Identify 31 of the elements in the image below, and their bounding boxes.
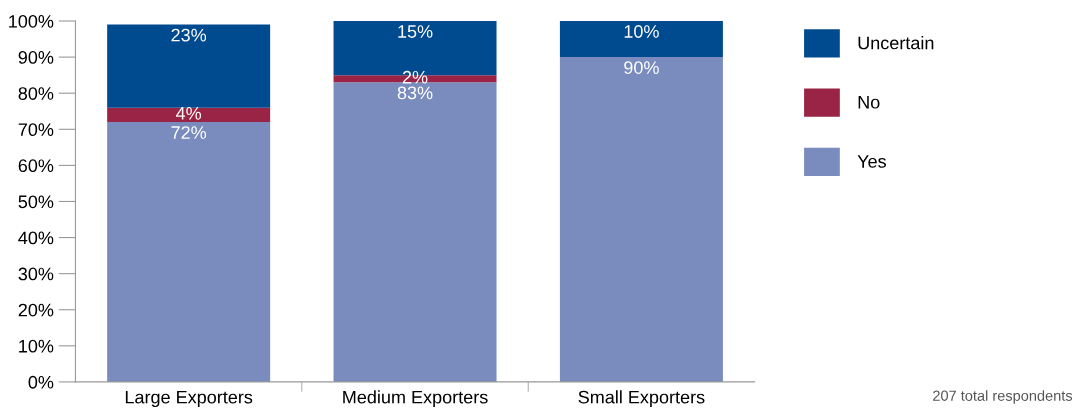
y-tick-label: 100%	[9, 14, 54, 28]
legend-label: No	[858, 95, 880, 109]
y-tick-label: 0%	[28, 375, 54, 389]
bar	[107, 24, 271, 108]
y-tick-label: 80%	[18, 87, 54, 100]
y-tick-label: 50%	[18, 195, 54, 209]
bar	[559, 21, 723, 58]
text: 207 total respondents	[933, 390, 1073, 404]
data-label: 15%	[398, 25, 433, 38]
data-label: 72%	[171, 126, 207, 139]
data-label: 83%	[397, 86, 433, 100]
bar	[333, 82, 497, 382]
y-tick-label: 60%	[18, 159, 54, 173]
data-label: 23%	[171, 28, 207, 42]
y-tick-label: 10%	[19, 339, 54, 353]
bar	[107, 107, 271, 123]
data-label: 90%	[624, 61, 659, 74]
y-tick-label: 40%	[18, 231, 54, 245]
data-label: 10%	[624, 25, 659, 38]
x-tick-label: Small Exporters	[578, 390, 705, 408]
legend-label: Yes	[857, 155, 886, 168]
y-tick-label: 70%	[18, 123, 54, 137]
bar	[107, 122, 271, 382]
y-tick-label: 20%	[18, 303, 54, 317]
bar	[559, 57, 723, 382]
y-tick-label: 30%	[18, 267, 54, 281]
data-label: 4%	[176, 106, 202, 120]
x-tick-label: Large Exporters	[125, 390, 253, 408]
x-tick-label: Medium Exporters	[343, 390, 488, 408]
legend-label: Uncertain	[858, 36, 934, 50]
y-tick-label: 90%	[18, 51, 54, 64]
